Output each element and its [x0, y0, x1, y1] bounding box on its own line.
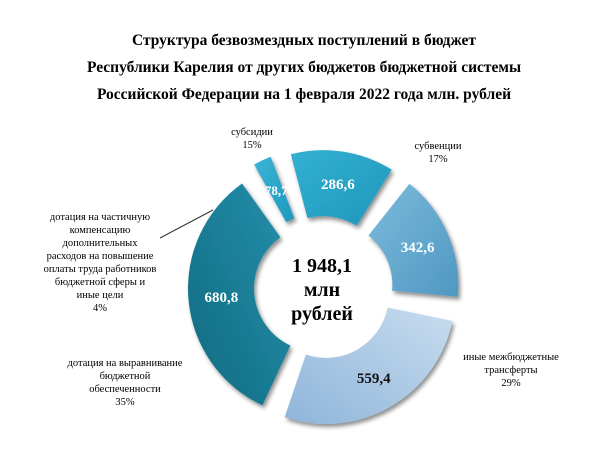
slice-1: [368, 183, 459, 297]
slice-2: [284, 307, 453, 424]
slice-0: [290, 150, 392, 226]
value-label-1: 342,6: [401, 240, 435, 256]
chart-title: Структура безвозмездных поступлений в бю…: [0, 27, 608, 108]
label-equalization: дотация на выравнивание бюджетной обеспе…: [67, 358, 183, 408]
title-line-1: Структура безвозмездных поступлений в бю…: [131, 32, 477, 49]
center-total: 1 948,1: [292, 255, 352, 277]
label-compensation: дотация на частичную компенсацию дополни…: [43, 212, 157, 314]
center-unit-1: млн: [304, 279, 340, 301]
value-label-3: 680,8: [205, 290, 239, 306]
label-subventions: субвенции 17%: [414, 141, 462, 165]
label-other-transfers: иные межбюджетные трансферты 29%: [463, 352, 559, 389]
value-label-2: 559,4: [357, 371, 391, 387]
value-label-0: 286,6: [321, 177, 355, 193]
slice-3: [188, 183, 291, 406]
slice-4: [254, 156, 295, 223]
title-line-2: Республики Карелия от других бюджетов бю…: [86, 59, 522, 76]
center-label: 1 948,1 млн рублей: [291, 255, 353, 325]
compensation-leader-line: [159, 209, 214, 239]
value-label-4: 78,7: [265, 183, 288, 198]
title-line-3: Российской Федерации на 1 февраля 2022 г…: [96, 86, 512, 103]
center-unit-2: рублей: [291, 303, 353, 325]
label-subsidies: субсидии 15%: [231, 127, 273, 151]
